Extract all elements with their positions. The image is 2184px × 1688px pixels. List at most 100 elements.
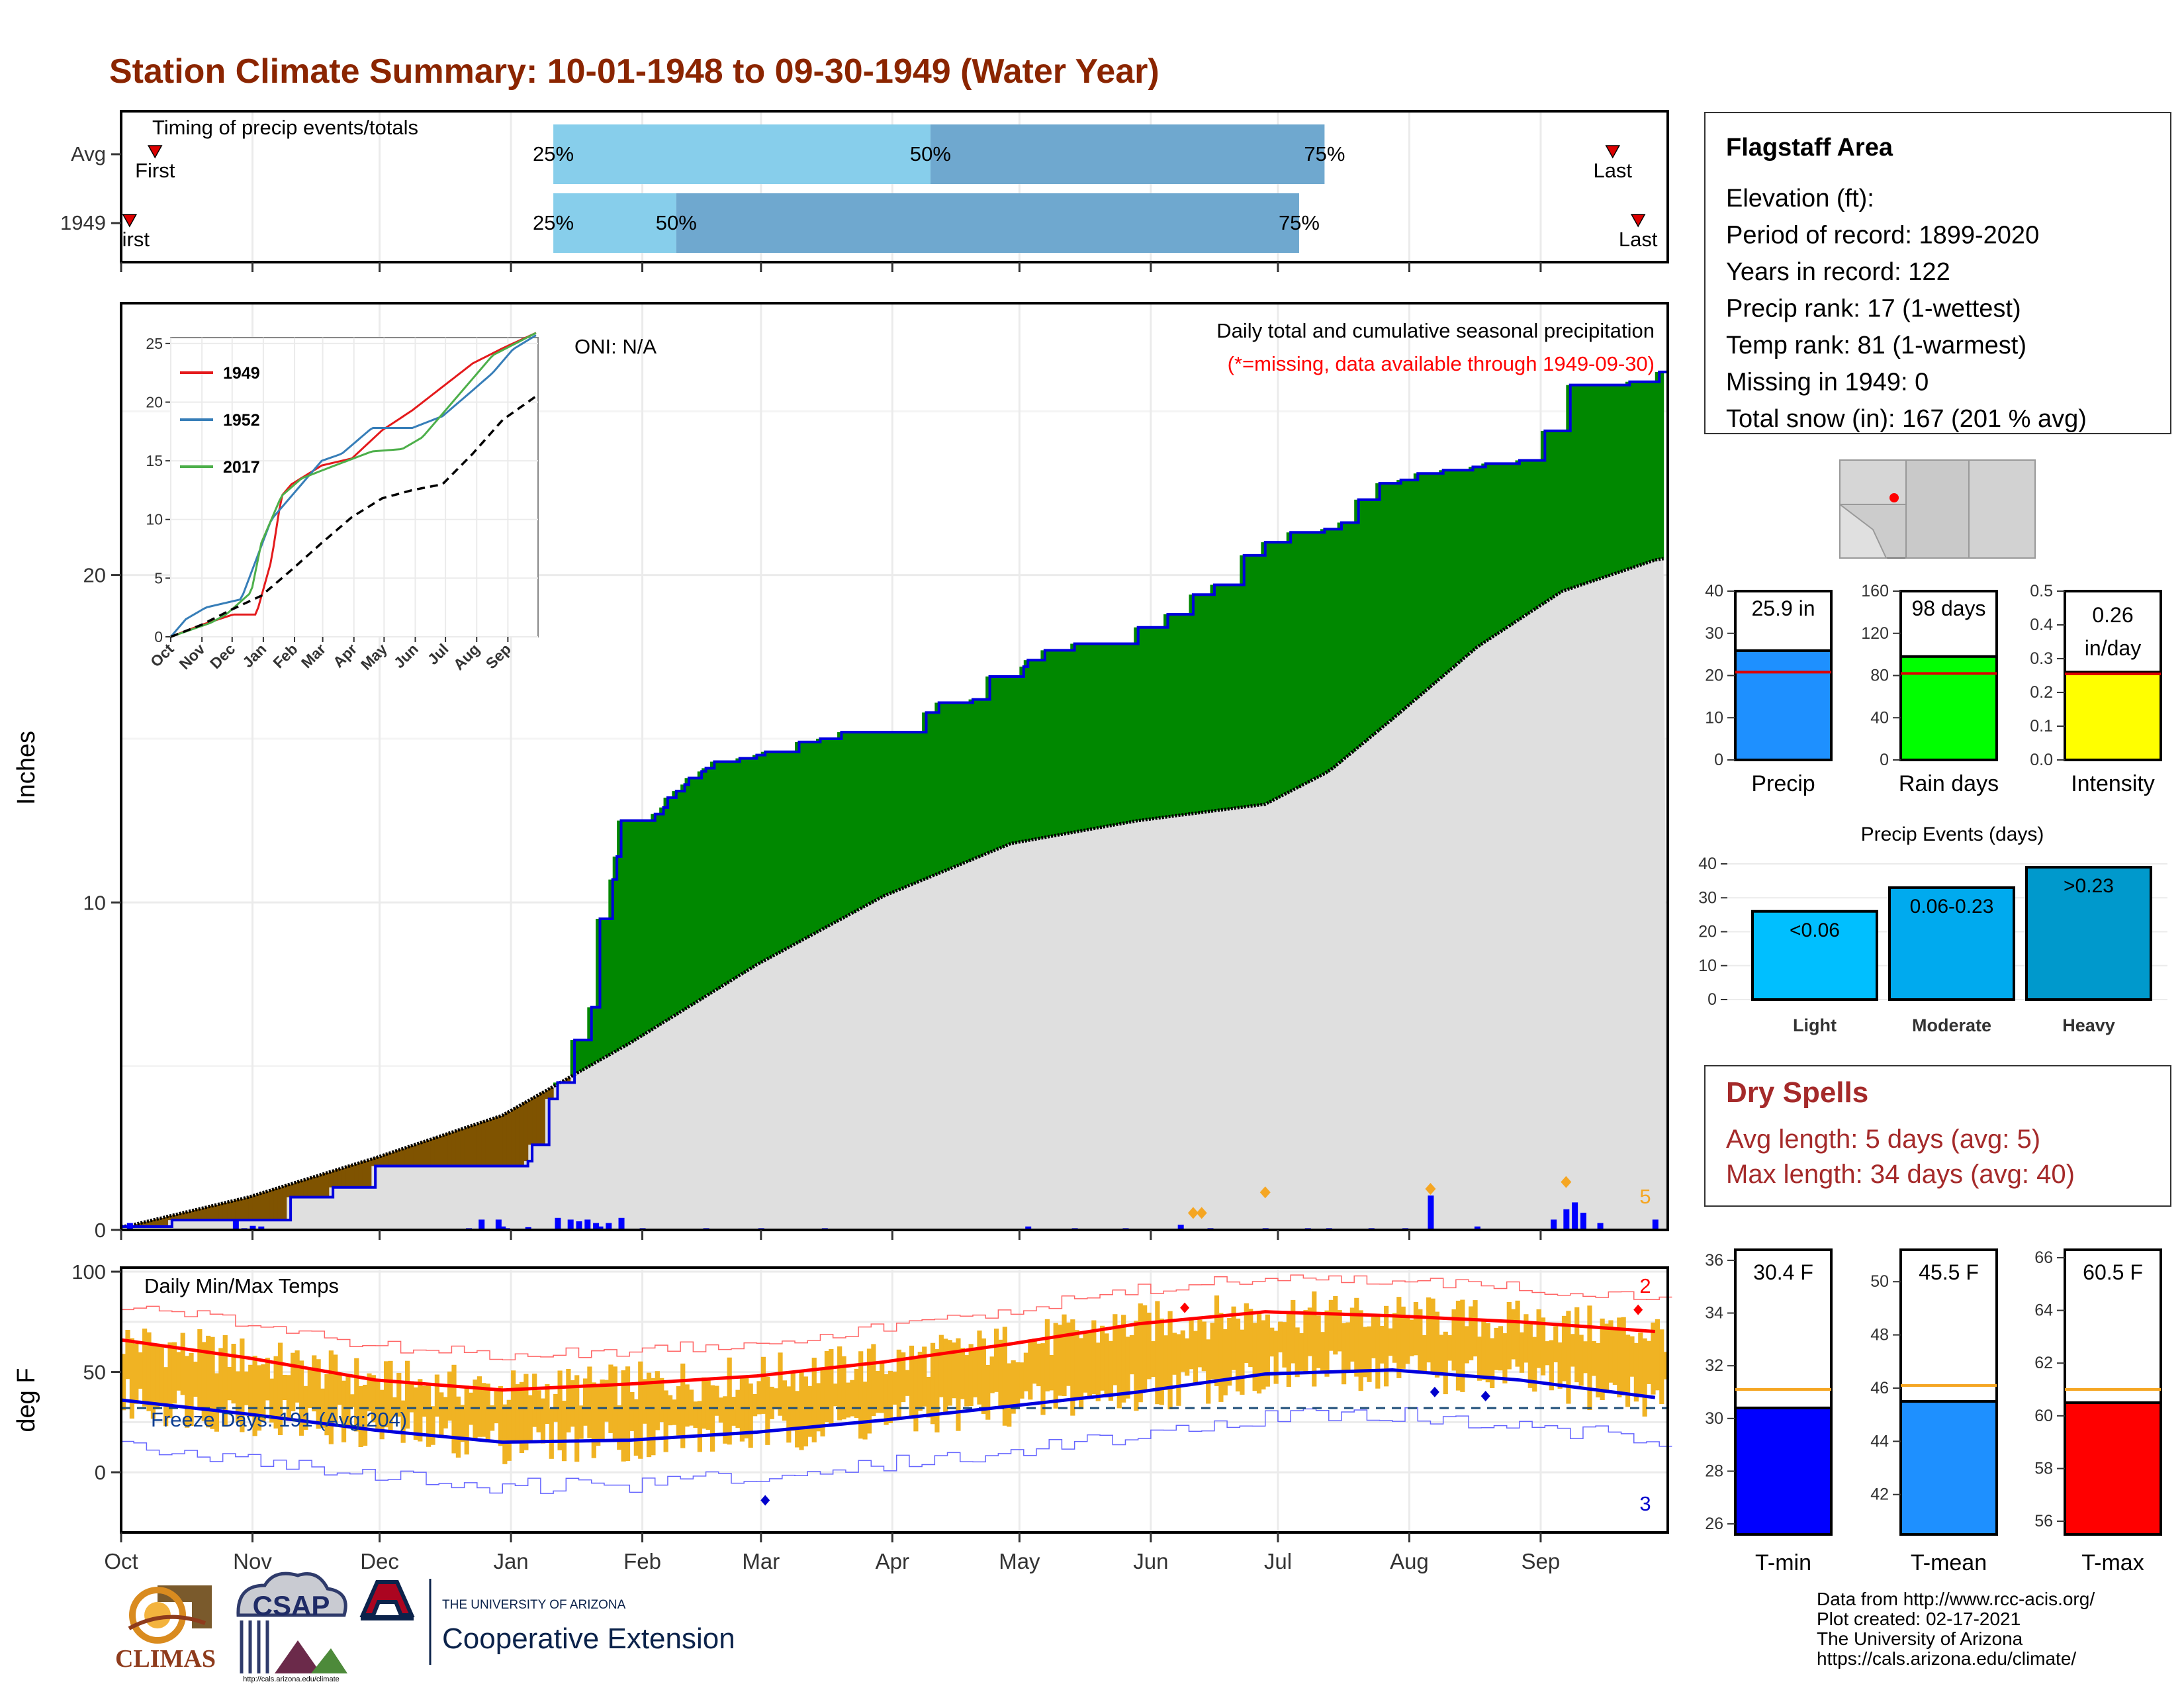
below-average-band (439, 1135, 444, 1166)
daily-temp-range-bar (197, 1329, 203, 1410)
month-label: Oct (104, 1549, 138, 1573)
daily-temp-range-bar (1527, 1324, 1533, 1388)
above-average-band (1134, 627, 1139, 821)
below-average-band (163, 1217, 169, 1227)
temp-bar-t-max (2064, 1401, 2162, 1536)
above-average-band (760, 751, 766, 962)
above-average-band (1574, 385, 1580, 586)
daily-temp-range-bar (1197, 1319, 1203, 1368)
daily-temp-range-bar (1392, 1313, 1398, 1363)
above-average-band (1312, 532, 1317, 779)
below-average-band (320, 1174, 325, 1197)
daily-temp-range-bar (833, 1383, 838, 1407)
above-average-band (905, 732, 910, 886)
daily-temp-range-bar (1295, 1327, 1300, 1378)
daily-precip-bar (1572, 1202, 1578, 1230)
above-average-band (1455, 470, 1461, 663)
inset-month-label: May (357, 640, 390, 673)
daily-temp-range-bar (1498, 1326, 1504, 1371)
record-high-envelope (121, 1274, 1672, 1361)
daily-temp-range-bar (1642, 1338, 1647, 1417)
events-bar-name: Light (1793, 1015, 1837, 1035)
above-average-band (1185, 614, 1190, 815)
daily-temp-range-bar (989, 1356, 995, 1393)
above-average-band (1087, 643, 1092, 829)
below-average-band (426, 1140, 431, 1166)
above-average-band (578, 1040, 584, 1071)
daily-temp-range-bar (422, 1385, 427, 1417)
daily-temp-range-bar (477, 1376, 482, 1437)
inset-month-label: Mar (298, 640, 329, 671)
daily-temp-range-bar (1222, 1329, 1228, 1395)
temp-extreme-marker (1430, 1386, 1439, 1397)
daily-temp-range-bar (1655, 1319, 1660, 1391)
daily-temp-range-bar (972, 1348, 978, 1397)
daily-temp-range-bar (511, 1370, 516, 1441)
daily-temp-range-bar (1557, 1342, 1563, 1389)
above-average-band (845, 732, 850, 915)
above-average-band (1566, 385, 1571, 590)
daily-temp-range-bar (1524, 1314, 1529, 1363)
daily-temp-range-bar (1549, 1340, 1554, 1391)
daily-temp-range-bar (964, 1355, 970, 1407)
above-average-band (1159, 627, 1164, 818)
inset-legend-label: 2017 (223, 458, 260, 477)
daily-temp-range-bar (570, 1380, 575, 1427)
daily-precip-bar (1580, 1213, 1586, 1230)
daily-temp-range-bar (138, 1352, 143, 1389)
daily-temp-range-bar (901, 1352, 906, 1403)
precip-missing-note: (*=missing, data available through 1949-… (1228, 352, 1655, 375)
daily-temp-range-bar (1155, 1301, 1160, 1405)
above-average-band (981, 699, 986, 855)
below-average-band (527, 1100, 533, 1145)
daily-temp-range-bar (1185, 1338, 1190, 1376)
summary-bar-ytick-label: 0 (1714, 751, 1723, 769)
temp-bar-name: T-min (1755, 1550, 1811, 1575)
above-average-band (1371, 499, 1376, 735)
daily-temp-range-bar (1600, 1318, 1605, 1401)
last-event-marker (1630, 214, 1646, 228)
university-of-arizona-logo: THE UNIVERSITY OF ARIZONA Cooperative Ex… (359, 1579, 735, 1665)
daily-temp-range-bar (1087, 1332, 1093, 1397)
above-average-band (1298, 532, 1304, 786)
daily-temp-range-bar (887, 1370, 893, 1423)
daily-temp-range-bar (1316, 1315, 1321, 1368)
above-average-band (871, 732, 876, 902)
above-average-band (1341, 522, 1346, 759)
temp-bar-ytick-label: 64 (2034, 1301, 2053, 1320)
above-average-band (799, 741, 804, 941)
daily-temp-range-bar (1058, 1325, 1063, 1396)
daily-temp-range-bar (829, 1348, 834, 1427)
above-average-band (1222, 585, 1228, 810)
timing-bar-25-50 (553, 124, 931, 184)
dry-spells-title: Dry Spells (1726, 1076, 1868, 1109)
below-average-band (494, 1117, 499, 1166)
daily-temp-range-bar (1269, 1327, 1275, 1357)
below-average-band (345, 1166, 351, 1188)
daily-temp-range-bar (1621, 1317, 1626, 1395)
daily-precip-bar (478, 1219, 485, 1230)
daily-temp-range-bar (1659, 1329, 1664, 1405)
daily-temp-range-bar (774, 1388, 779, 1410)
above-average-band (1621, 385, 1626, 571)
daily-temp-range-bar (1536, 1309, 1541, 1368)
above-average-band (1104, 643, 1109, 827)
temp-bar-name: T-max (2081, 1550, 2144, 1575)
daily-temp-range-bar (231, 1344, 236, 1404)
extreme-precip-marker (1196, 1207, 1207, 1219)
above-average-band (748, 758, 753, 969)
daily-precip-bar (1177, 1225, 1184, 1230)
inset-legend-label: 1952 (223, 411, 260, 430)
daily-temp-range-bar (1612, 1329, 1617, 1385)
above-average-band (684, 778, 690, 1008)
precip-events-title: Precip Events (days) (1861, 823, 2044, 845)
ua-logo-bottom: Cooperative Extension (442, 1622, 735, 1655)
above-average-band (875, 732, 880, 900)
summary-bar-ytick-label: 0 (1880, 751, 1889, 769)
temp-bar-t-min (1734, 1406, 1833, 1536)
inset-month-label: Jul (424, 640, 452, 668)
below-average-band (273, 1188, 279, 1221)
above-average-band (638, 820, 643, 1037)
daily-temp-range-bar (884, 1374, 889, 1425)
temp-bar-ytick-label: 36 (1705, 1251, 1723, 1270)
